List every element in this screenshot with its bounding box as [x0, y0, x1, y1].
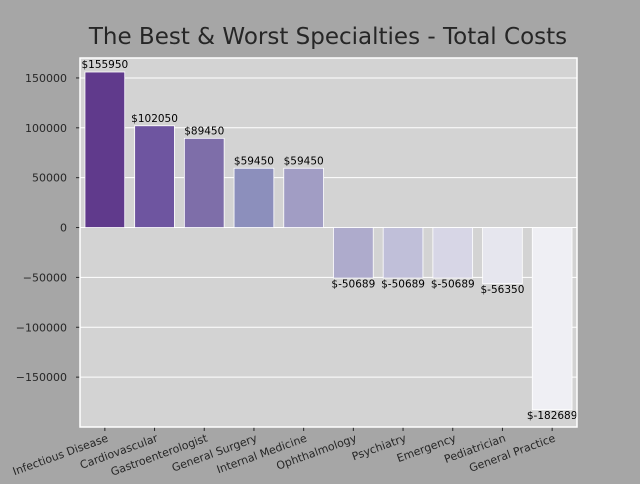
- bar: [183, 137, 225, 228]
- data-label: $-56350: [481, 284, 525, 296]
- data-label: $102050: [131, 113, 178, 125]
- bar: [233, 167, 275, 228]
- y-tick-label: 0: [60, 222, 67, 235]
- bar: [482, 227, 523, 285]
- data-label: $59450: [284, 155, 324, 167]
- y-tick-label: 100000: [25, 122, 67, 135]
- y-axis-ticks: 150000 100000 50000 0 −50000 −100000 −150000: [16, 72, 80, 384]
- plot-border: [79, 57, 578, 428]
- x-axis-ticks: Infectious DiseaseCardiovascularGastroen…: [11, 427, 557, 479]
- y-tick-label: 50000: [32, 172, 67, 185]
- data-label: $155950: [81, 59, 128, 71]
- bar: [283, 167, 324, 228]
- data-label: $-50689: [331, 278, 375, 290]
- bar: [134, 125, 175, 228]
- bar: [531, 227, 573, 411]
- data-label: $-182689: [527, 410, 578, 422]
- data-label: $59450: [234, 155, 274, 167]
- bar: [333, 227, 374, 279]
- data-label: $89450: [184, 125, 224, 137]
- bar: [84, 71, 126, 228]
- bar: [382, 227, 424, 279]
- data-labels: $155950 $102050 $89450 $59450 $59450 $-50689 $…: [81, 59, 577, 422]
- data-label: $-50689: [381, 278, 425, 290]
- data-label: $-50689: [431, 278, 475, 290]
- bar: [432, 227, 474, 279]
- y-tick-label: −50000: [23, 271, 67, 284]
- y-tick-label: −100000: [16, 321, 67, 334]
- chart-title: The Best & Worst Specialties - Total Cos…: [88, 24, 567, 50]
- bars: [84, 71, 573, 411]
- y-tick-label: −150000: [16, 371, 67, 384]
- y-tick-label: 150000: [25, 72, 67, 85]
